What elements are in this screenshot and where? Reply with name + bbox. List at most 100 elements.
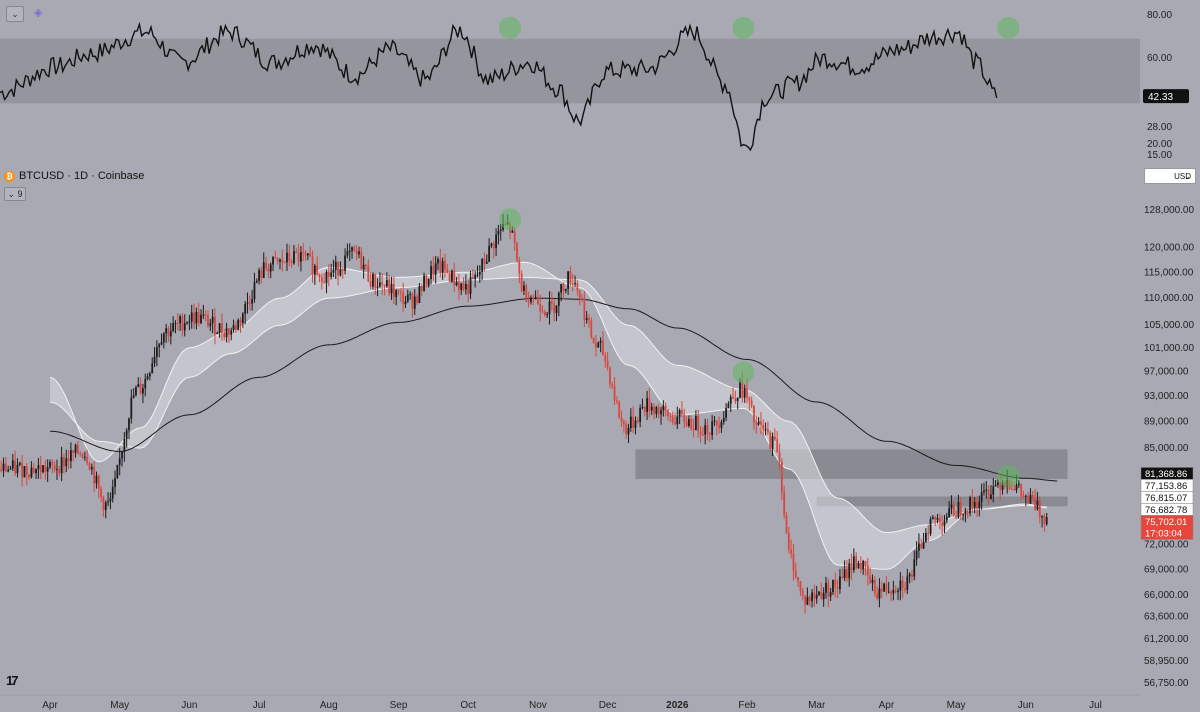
rsi-tick-label: 15.00	[1147, 150, 1172, 161]
candle-body	[32, 467, 35, 474]
candle-body	[718, 424, 721, 428]
candle-body	[293, 251, 295, 264]
candle-body	[153, 356, 156, 364]
candle-body	[353, 247, 356, 251]
candle-body	[820, 591, 823, 600]
candle-body	[576, 283, 579, 291]
candle-body	[987, 489, 990, 500]
candle-body	[362, 264, 365, 270]
rsi-pane	[0, 16, 1140, 152]
candle-body	[657, 407, 660, 415]
candle-body	[827, 582, 830, 597]
tradingview-logo-icon: 17	[6, 673, 19, 688]
candle-body	[797, 577, 800, 582]
candle-body	[525, 285, 528, 302]
candle-body	[746, 388, 748, 398]
rsi-tick-label: 20.00	[1147, 139, 1172, 150]
candle-body	[432, 266, 435, 275]
candle-body	[980, 492, 983, 502]
candle-body	[894, 590, 897, 592]
candle-body	[330, 272, 333, 277]
candle-body	[30, 467, 33, 478]
currency-select[interactable]: USD ⌄	[1144, 168, 1196, 184]
candle-body	[151, 363, 154, 374]
candle-body	[569, 271, 572, 284]
symbol-legend[interactable]: ₿ BTCUSD · 1D · Coinbase	[4, 169, 144, 183]
candle-body	[379, 282, 381, 287]
candle-body	[711, 421, 714, 435]
candle-body	[195, 311, 198, 324]
candle-body	[1038, 500, 1041, 518]
candle-body	[183, 323, 186, 331]
candle-body	[258, 270, 260, 281]
candle-body	[281, 259, 284, 263]
time-axis[interactable]: Apr May Jun Jul Aug Sep Oct Nov Dec 2026 Feb Mar Apr…	[0, 694, 1140, 711]
time-tick-label: May	[110, 700, 129, 711]
candle-body	[358, 251, 360, 255]
candle-body	[806, 597, 809, 605]
candle-body	[908, 574, 911, 577]
candle-body	[1029, 495, 1032, 504]
candle-body	[941, 522, 944, 526]
candle-body	[116, 464, 119, 479]
candle-body	[692, 428, 695, 431]
candle-body	[279, 259, 281, 262]
candle-body	[811, 592, 813, 602]
candle-body	[950, 504, 953, 509]
candle-body	[622, 421, 625, 425]
candle-body	[406, 294, 409, 302]
candle-body	[543, 311, 546, 316]
candle-body	[704, 425, 707, 435]
candle-body	[943, 520, 946, 526]
candle-body	[983, 490, 985, 493]
candle-body	[337, 261, 339, 276]
candle-body	[990, 494, 992, 500]
candle-body	[495, 234, 497, 249]
candle-body	[808, 597, 811, 602]
candle-body	[425, 275, 428, 286]
candle-body	[674, 421, 676, 425]
candle-body	[643, 407, 646, 412]
candle-body	[476, 274, 479, 276]
candle-body	[832, 579, 834, 593]
candle-body	[557, 292, 560, 306]
candle-body	[146, 376, 149, 380]
candle-body	[58, 469, 61, 474]
candle-body	[736, 397, 739, 402]
candle-body	[859, 563, 862, 570]
candle-body	[334, 261, 337, 271]
candle-body	[162, 333, 165, 343]
candle-body	[204, 314, 207, 316]
candle-body	[613, 386, 616, 401]
candle-body	[318, 274, 321, 277]
candle-body	[1001, 482, 1004, 490]
candle-body	[74, 444, 77, 453]
indicator-collapse-button[interactable]: ⌄ 9	[4, 187, 26, 201]
indicator-settings-icon[interactable]: ◈	[34, 7, 43, 19]
candle-body	[899, 580, 902, 591]
candle-body	[627, 427, 630, 435]
candle-body	[265, 262, 267, 269]
candle-body	[648, 398, 651, 411]
candle-body	[906, 576, 909, 591]
candle-body	[453, 270, 456, 286]
candle-body	[646, 398, 648, 412]
candle-body	[955, 515, 957, 518]
candle-body	[602, 340, 604, 356]
candle-body	[546, 314, 549, 316]
candle-body	[822, 592, 825, 600]
collapse-pane-button[interactable]: ⌄	[6, 6, 24, 22]
candle-body	[848, 563, 851, 579]
ma-slow-line	[49, 276, 1047, 534]
candle-body	[876, 593, 879, 599]
candle-body	[100, 488, 103, 497]
candle-body	[650, 406, 653, 411]
price-tick-label: 72,000.00	[1144, 540, 1189, 551]
candle-body	[880, 588, 883, 592]
candle-body	[128, 418, 130, 431]
candle-body	[464, 283, 467, 290]
time-tick-label: Mar	[808, 700, 826, 711]
candle-body	[662, 405, 665, 411]
